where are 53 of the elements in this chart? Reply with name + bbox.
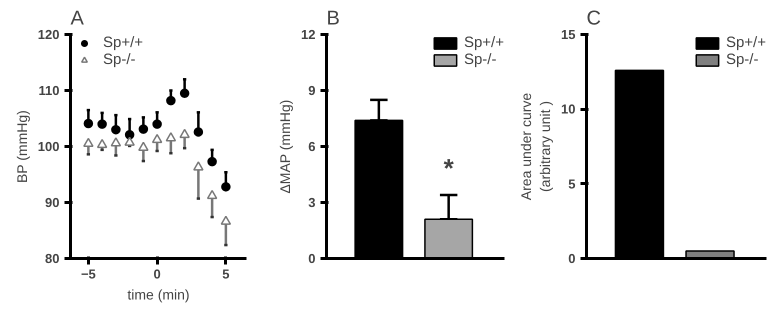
y-tick-label: 0	[568, 251, 576, 266]
legend-label: Sp+/+	[726, 34, 766, 51]
legend-label: Sp+/+	[464, 34, 504, 51]
point	[84, 118, 94, 128]
x-tick-label: 5	[222, 266, 230, 282]
chart-title: A	[70, 8, 84, 30]
y-tick-label: 12	[301, 27, 316, 42]
y-tick-label: 100	[38, 139, 60, 154]
y-tick-label: 10	[561, 102, 576, 117]
y-axis-title: BP (mmHg)	[14, 110, 30, 184]
y-tick-label: 90	[45, 195, 60, 210]
point	[152, 134, 162, 144]
point	[166, 132, 176, 142]
legend-label: Sp-/-	[464, 51, 496, 68]
y-axis-title: ΔMAP (mmHg)	[277, 100, 294, 194]
point	[166, 96, 176, 106]
point	[124, 130, 134, 140]
point	[138, 142, 149, 151]
y-tick-label: 3	[308, 195, 316, 210]
point	[220, 216, 232, 225]
point	[96, 138, 108, 148]
y-tick-label: 5	[568, 176, 576, 192]
chart-title: C	[586, 8, 601, 30]
x-tick-label: −5	[80, 266, 96, 282]
x-tick-label: 0	[154, 266, 161, 282]
y-tick-label: 9	[308, 83, 316, 98]
legend-label: Sp-/-	[103, 51, 136, 68]
point	[138, 124, 148, 134]
chart-title: B	[326, 8, 340, 30]
y-tick-label: 0	[308, 251, 316, 266]
point	[194, 127, 204, 137]
y-tick-label: 6	[308, 139, 316, 154]
point	[179, 128, 190, 138]
y-tick-label: 15	[561, 27, 576, 42]
point	[124, 136, 135, 146]
point	[221, 182, 231, 192]
y-tick-label: 120	[38, 27, 60, 42]
point	[97, 119, 107, 129]
point	[83, 138, 94, 148]
y-axis-title: Area under curve (arbitrary unit )	[518, 92, 554, 200]
point	[111, 124, 121, 134]
point	[206, 190, 218, 200]
y-tick-label: 80	[45, 251, 60, 266]
point	[193, 161, 204, 171]
legend-label: Sp+/+	[103, 34, 144, 51]
y-tick-label: 110	[38, 83, 60, 98]
point	[207, 156, 217, 166]
point	[180, 88, 190, 98]
point	[152, 119, 162, 129]
annotation: *	[444, 153, 455, 184]
legend-label: Sp-/-	[726, 51, 758, 68]
point	[110, 137, 122, 146]
x-axis-title: time (min)	[127, 286, 190, 302]
